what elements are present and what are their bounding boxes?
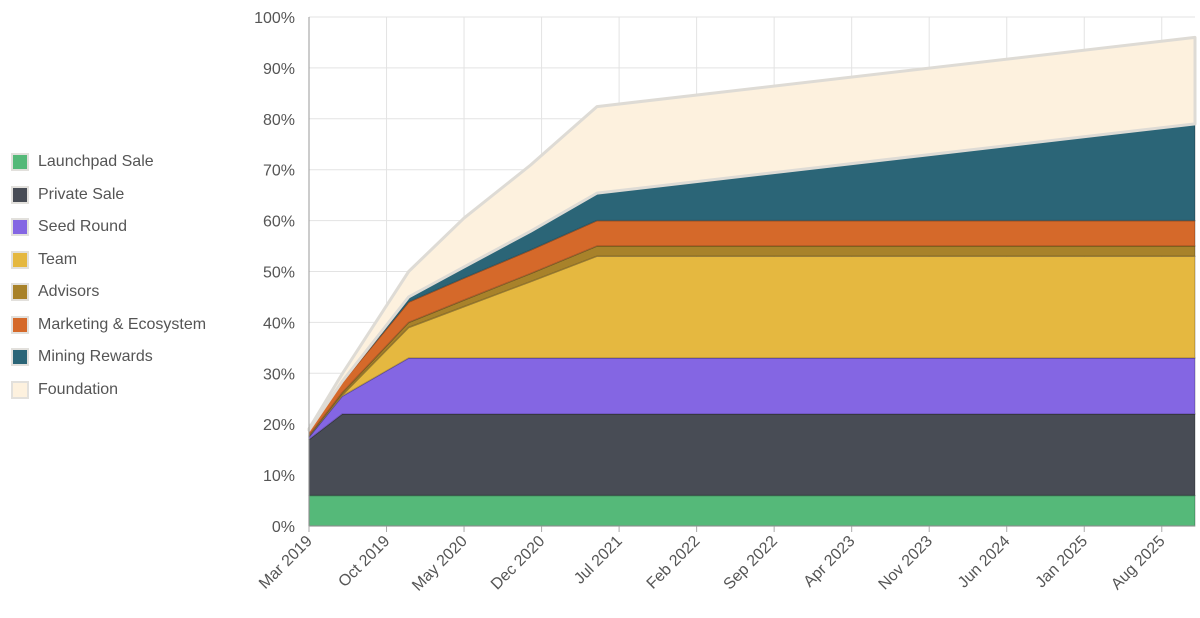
- areas: [307, 35, 1197, 527]
- legend-label: Seed Round: [38, 218, 127, 236]
- x-tick-label: Dec 2020: [488, 533, 549, 594]
- x-tick-label: May 2020: [409, 533, 471, 595]
- x-tick-label: Jun 2024: [955, 533, 1014, 592]
- legend-item[interactable]: Mining Rewards: [11, 341, 206, 374]
- legend: Launchpad Sale Private Sale Seed Round Team…: [11, 146, 206, 406]
- y-tick-label: 80%: [263, 112, 295, 129]
- area-private-sale[interactable]: [308, 413, 1196, 497]
- y-tick-label: 30%: [263, 366, 295, 383]
- x-tick-label: Aug 2025: [1108, 533, 1169, 594]
- legend-item[interactable]: Launchpad Sale: [11, 146, 206, 179]
- legend-item[interactable]: Advisors: [11, 276, 206, 309]
- x-tick-label: Feb 2022: [644, 533, 704, 593]
- x-tick-label: Jan 2025: [1032, 533, 1091, 592]
- area-marketing-ecosystem[interactable]: [308, 219, 1196, 437]
- y-tick-label: 0%: [272, 519, 295, 536]
- legend-label: Advisors: [38, 283, 100, 301]
- legend-label: Team: [38, 250, 78, 268]
- legend-label: Launchpad Sale: [38, 153, 154, 171]
- x-tick-label: Nov 2023: [876, 533, 937, 594]
- y-tick-label: 90%: [263, 61, 295, 78]
- area-launchpad-sale[interactable]: [308, 494, 1196, 527]
- x-tick-label: Oct 2019: [335, 533, 393, 591]
- legend-label: Private Sale: [38, 185, 125, 203]
- legend-swatch: [11, 380, 29, 399]
- legend-swatch: [11, 218, 29, 237]
- x-tick-label: Mar 2019: [256, 533, 316, 593]
- y-tick-label: 50%: [263, 265, 295, 282]
- legend-label: Mining Rewards: [38, 348, 153, 366]
- x-tick-label: Apr 2023: [801, 533, 859, 591]
- legend-item[interactable]: Team: [11, 244, 206, 277]
- y-tick-label: 60%: [263, 214, 295, 231]
- legend-label: Marketing & Ecosystem: [38, 315, 207, 333]
- legend-swatch: [11, 283, 29, 302]
- legend-item[interactable]: Private Sale: [11, 179, 206, 212]
- legend-swatch: [11, 315, 29, 334]
- area-team[interactable]: [308, 255, 1196, 438]
- y-tick-label: 20%: [263, 417, 295, 434]
- y-tick-label: 100%: [254, 10, 295, 27]
- y-tick-label: 10%: [263, 468, 295, 485]
- x-tick-label: Sep 2022: [721, 533, 782, 594]
- legend-item[interactable]: Foundation: [11, 374, 206, 407]
- legend-item[interactable]: Marketing & Ecosystem: [11, 309, 206, 342]
- legend-swatch: [11, 153, 29, 172]
- legend-swatch: [11, 185, 29, 204]
- legend-swatch: [11, 348, 29, 367]
- area-foundation[interactable]: [307, 35, 1197, 432]
- legend-label: Foundation: [38, 380, 119, 398]
- y-tick-label: 70%: [263, 163, 295, 180]
- y-tick-label: 40%: [263, 315, 295, 332]
- area-advisors[interactable]: [308, 245, 1196, 438]
- x-tick-label: Jul 2021: [571, 533, 626, 588]
- legend-swatch: [11, 250, 29, 269]
- legend-item[interactable]: Seed Round: [11, 211, 206, 244]
